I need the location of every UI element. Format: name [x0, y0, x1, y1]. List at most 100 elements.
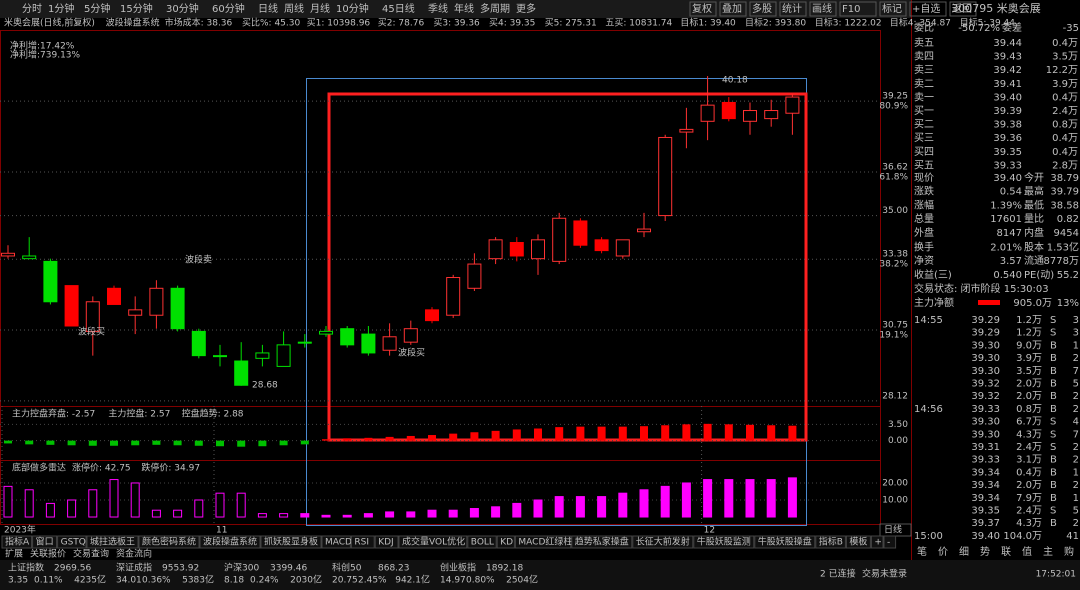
toolbar-button[interactable]: [809, 1, 837, 17]
toolbar-button-label[interactable]: 叠加: [722, 3, 742, 15]
quote-tab[interactable]: 价: [938, 546, 948, 558]
tab[interactable]: [870, 535, 884, 549]
tab[interactable]: [467, 535, 497, 549]
tab[interactable]: [693, 535, 755, 549]
toolbar-button-label[interactable]: 多股: [752, 2, 772, 15]
toolbar-button[interactable]: [909, 1, 947, 17]
tab-label[interactable]: 指标A: [5, 536, 30, 548]
tab-label[interactable]: 长征大前发射: [636, 536, 690, 548]
tab-label[interactable]: BOLL: [471, 538, 494, 548]
tab-label[interactable]: GSTQ: [61, 538, 86, 548]
candle-body: [425, 309, 439, 322]
tab[interactable]: [374, 535, 399, 549]
quote-tab[interactable]: 联: [1001, 546, 1011, 558]
toolbar-button-label[interactable]: +自选: [912, 2, 940, 15]
tab[interactable]: [571, 535, 633, 549]
tab[interactable]: [398, 535, 468, 549]
toolbar-tab[interactable]: 季线: [428, 2, 448, 15]
toolbar-tab[interactable]: 60分钟: [212, 2, 245, 15]
tab[interactable]: [32, 535, 58, 549]
toolbar-tab[interactable]: 5分钟: [84, 2, 110, 15]
tab[interactable]: [138, 535, 200, 549]
toolbar-tab[interactable]: 15分钟: [120, 2, 153, 15]
tab-label[interactable]: KD: [500, 538, 513, 548]
tab[interactable]: [496, 535, 515, 549]
toolbar-button[interactable]: [689, 1, 717, 17]
tab[interactable]: [57, 535, 87, 549]
tab-label[interactable]: -: [887, 538, 890, 548]
quote-tab[interactable]: 笔: [917, 545, 927, 558]
tab-label[interactable]: 交易查询: [73, 548, 109, 560]
tab-label[interactable]: 波段操盘系统: [203, 536, 257, 548]
toolbar-button[interactable]: [839, 1, 877, 17]
toolbar-tab[interactable]: 周线: [284, 2, 304, 15]
candle-body: [361, 333, 376, 354]
tab[interactable]: [199, 535, 261, 549]
indicator-bar: [703, 423, 712, 441]
tab[interactable]: [815, 535, 846, 549]
tab[interactable]: [260, 535, 322, 549]
toolbar-tab[interactable]: 1分钟: [48, 2, 74, 15]
toolbar-button[interactable]: [779, 1, 807, 17]
tab-label[interactable]: 资金流向: [116, 548, 152, 560]
toolbar-tab[interactable]: 更多: [516, 2, 536, 15]
toolbar-tab[interactable]: 30分钟: [166, 2, 199, 15]
tab-label[interactable]: 抓妖股显身板: [264, 536, 318, 548]
toolbar-button-label[interactable]: 统计: [782, 2, 802, 15]
tab-label[interactable]: 成交量VOL优化: [402, 536, 465, 548]
tab[interactable]: [1, 535, 33, 549]
tab-label[interactable]: 模板: [849, 536, 867, 548]
toolbar-button[interactable]: [749, 1, 777, 17]
toolbar-tab[interactable]: 45日线: [382, 2, 415, 15]
book-volume: 0.4万: [1052, 147, 1078, 158]
toolbar-button-label[interactable]: F10: [842, 4, 860, 15]
candle-body: [637, 228, 651, 233]
toolbar-button[interactable]: [719, 1, 747, 17]
tab-label[interactable]: 扩展: [5, 548, 23, 560]
tab-label[interactable]: 城拄选板王: [90, 536, 135, 548]
info-item: 买4: 39.35: [489, 18, 535, 29]
toolbar-button-label[interactable]: 标记: [882, 3, 902, 15]
tab-label[interactable]: 趋势私家操盘: [575, 536, 629, 548]
tab[interactable]: [321, 535, 351, 549]
tick-count: 5: [1073, 379, 1079, 390]
toolbar-button-label[interactable]: 画线: [812, 2, 832, 15]
tab-label[interactable]: RSI: [354, 538, 369, 548]
toolbar-button[interactable]: [949, 1, 977, 17]
quote-tab[interactable]: 细: [959, 545, 969, 558]
tab-label[interactable]: MACD红绿柱: [518, 536, 572, 548]
toolbar-tab[interactable]: 分时: [22, 3, 42, 15]
toolbar-tab[interactable]: 日线: [258, 2, 278, 15]
tab-label[interactable]: +: [874, 538, 882, 548]
toolbar-tab[interactable]: 10分钟: [336, 2, 369, 15]
toolbar-button-label[interactable]: 复权: [692, 2, 712, 15]
tab-label[interactable]: 颜色密码系统: [142, 536, 196, 548]
indicator-bar: [406, 435, 415, 441]
quote-tab[interactable]: 值: [1022, 545, 1032, 558]
tab-label[interactable]: MACD: [325, 538, 352, 548]
tab-label[interactable]: 关联报价: [30, 548, 66, 560]
tab[interactable]: [632, 535, 694, 549]
toolbar-tab[interactable]: 多周期: [480, 2, 510, 15]
toolbar-button[interactable]: [879, 1, 907, 17]
quote-tab[interactable]: 购: [1064, 545, 1074, 558]
quote-tab[interactable]: 主: [1043, 546, 1053, 558]
tab-label[interactable]: 牛股妖股监测: [697, 536, 751, 548]
tab[interactable]: [883, 535, 897, 549]
tab[interactable]: [350, 535, 375, 549]
tick-side: B: [1050, 480, 1057, 491]
tab[interactable]: [514, 535, 572, 549]
tab[interactable]: [86, 535, 139, 549]
quote-tab[interactable]: 势: [980, 545, 990, 558]
y-tick-label: 28.12: [882, 391, 908, 401]
tab-label[interactable]: 指标B: [819, 536, 843, 548]
toolbar-tab[interactable]: 年线: [454, 2, 474, 15]
tab-label[interactable]: KDJ: [378, 538, 394, 548]
tab[interactable]: [754, 535, 816, 549]
tab-label[interactable]: 窗口: [36, 536, 54, 548]
tab[interactable]: [845, 535, 871, 549]
indicator-bar: [110, 440, 118, 446]
tab-label[interactable]: 牛股妖股操盘: [758, 536, 812, 548]
toolbar-tab[interactable]: 月线: [310, 2, 330, 15]
toolbar-button-label[interactable]: 返回: [952, 3, 972, 15]
